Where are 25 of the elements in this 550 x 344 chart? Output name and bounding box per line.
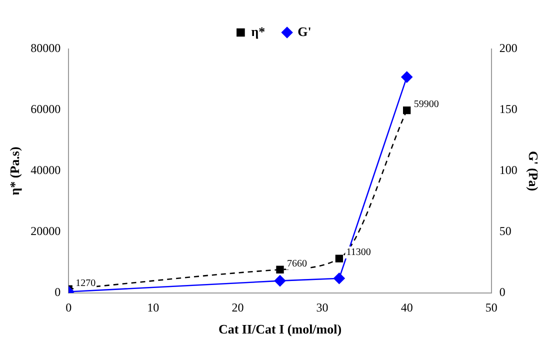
data-label: 7660 [287, 258, 307, 270]
y-tick-label: 0 [54, 285, 61, 300]
x-tick-label: 10 [147, 300, 160, 314]
x-tick-label: 0 [66, 300, 72, 314]
x-axis-title: Cat II/Cat I (mol/mol) [218, 322, 342, 337]
y-tick-label: 80000 [30, 41, 61, 56]
data-label: 1270 [76, 278, 96, 289]
y2-tick-label: 200 [499, 41, 518, 56]
y2-tick-label: 50 [499, 224, 512, 238]
x-tick-label: 30 [316, 300, 328, 314]
y-tick-label: 20000 [30, 224, 61, 238]
y2-tick-label: 100 [499, 163, 518, 178]
y-tick-label: 60000 [30, 102, 61, 116]
legend-label: G' [298, 24, 312, 39]
y2-tick-label: 0 [499, 285, 506, 300]
y2-tick-label: 150 [499, 102, 518, 116]
y-axis-title: η* (Pa.s) [7, 146, 22, 196]
y2-axis-title: G' (Pa) [526, 150, 541, 192]
y-tick-label: 40000 [30, 163, 61, 178]
legend-label: η* [251, 24, 266, 39]
data-label: 59900 [414, 98, 439, 110]
x-tick-label: 20 [232, 300, 244, 314]
data-label: 11300 [346, 247, 371, 258]
x-tick-label: 50 [485, 300, 498, 314]
x-tick-label: 40 [400, 300, 413, 314]
